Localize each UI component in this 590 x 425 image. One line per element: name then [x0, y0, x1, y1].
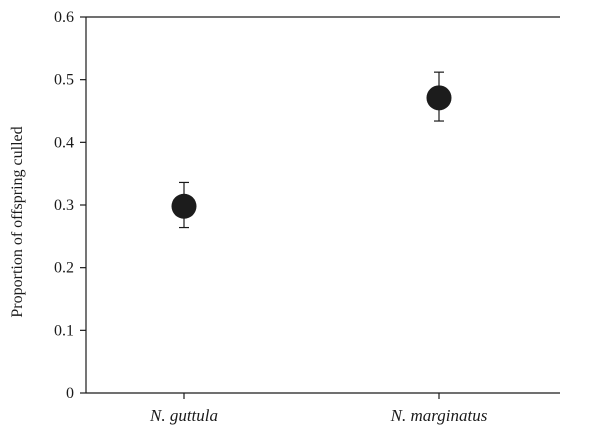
data-marks — [171, 71, 452, 229]
y-tick-label: 0.1 — [54, 322, 74, 339]
y-tick-label: 0.2 — [54, 260, 74, 277]
y-tick-label: 0.6 — [54, 9, 74, 26]
y-axis-ticks: 0 0.1 0.2 0.3 0.4 0.5 0.6 — [54, 9, 86, 402]
x-category-label: N. marginatus — [390, 406, 488, 425]
data-point — [171, 193, 197, 219]
x-axis-ticks: N. guttula N. marginatus — [149, 393, 488, 425]
x-category-label: N. guttula — [149, 406, 218, 425]
data-point — [426, 85, 452, 111]
y-tick-label: 0.5 — [54, 72, 74, 89]
y-axis-title: Proportion of offspring culled — [9, 126, 26, 317]
y-tick-label: 0 — [66, 385, 74, 402]
y-tick-label: 0.3 — [54, 197, 74, 214]
y-tick-label: 0.4 — [54, 134, 74, 151]
axes — [85, 16, 560, 394]
